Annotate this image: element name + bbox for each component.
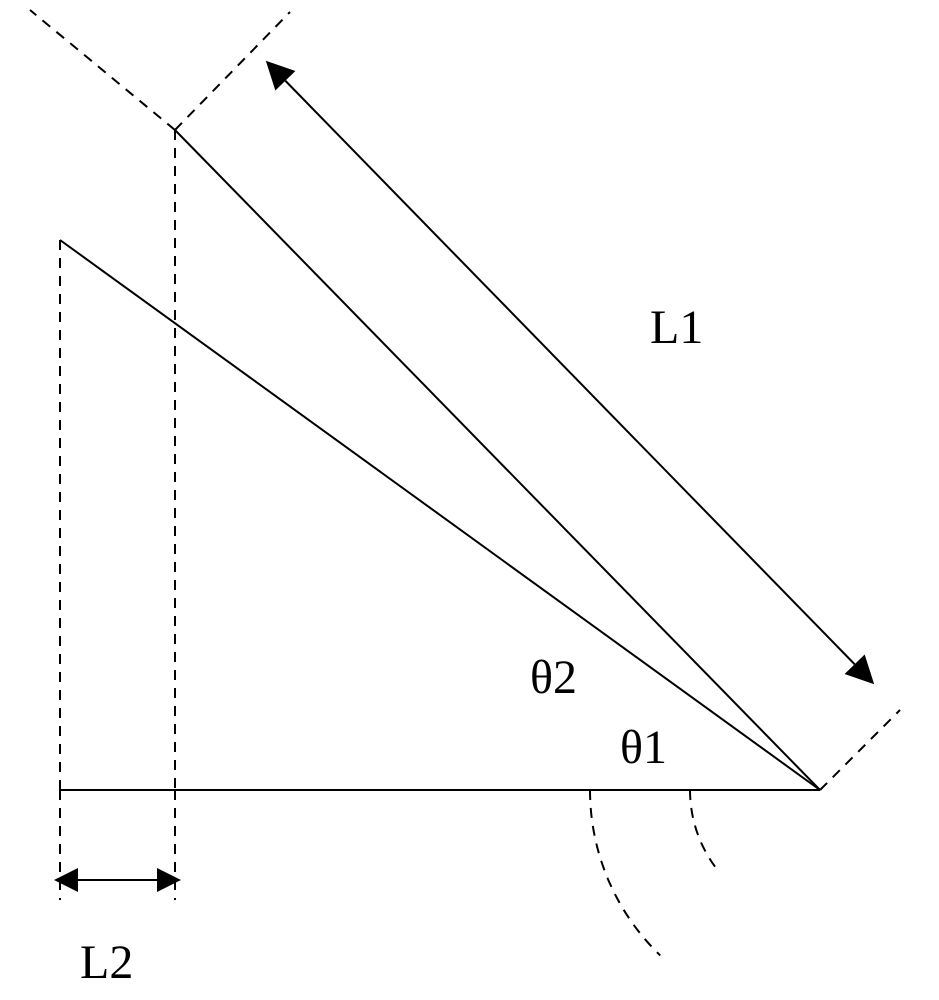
label-theta2: θ2 <box>530 650 577 705</box>
label-L2: L2 <box>80 935 133 990</box>
geometric-diagram <box>0 0 939 1000</box>
label-L1: L1 <box>650 300 703 355</box>
label-theta1: θ1 <box>620 720 667 775</box>
